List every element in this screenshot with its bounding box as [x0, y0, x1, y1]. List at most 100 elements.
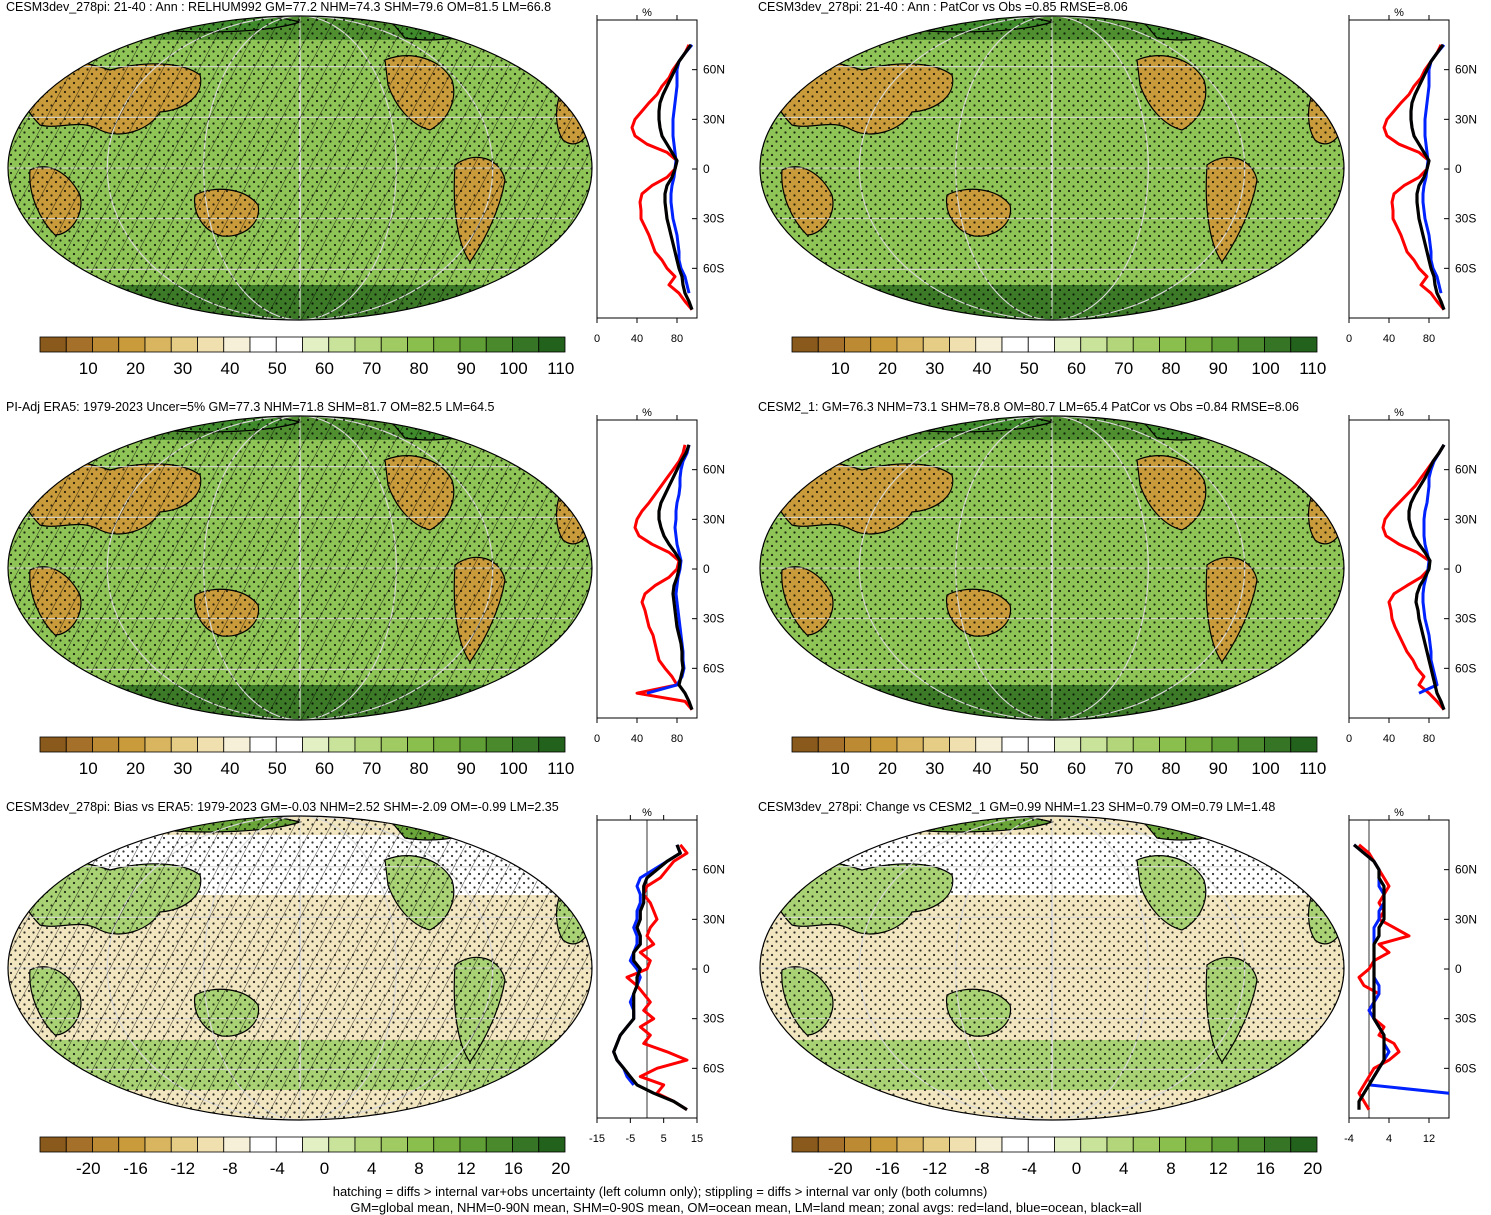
panel-5: CESM3dev_278pi: Bias vs ERA5: 1979-2023 …: [6, 800, 725, 1178]
colorbar-label: 4: [1119, 1159, 1128, 1178]
zonal-xtick-label: 80: [671, 733, 683, 745]
colorbar-label: -12: [170, 1159, 195, 1178]
colorbar-box: [1264, 1136, 1292, 1153]
colorbar-box: [407, 336, 435, 353]
colorbar-box: [223, 336, 251, 353]
colorbar-box: [65, 336, 93, 353]
colorbar-label: 80: [1162, 759, 1181, 778]
colorbar-label: 90: [457, 359, 476, 378]
zonal-ytick-label: 60S: [1455, 261, 1476, 275]
zonal-frame: [1348, 819, 1450, 1119]
colorbar-box: [197, 1136, 225, 1153]
colorbar-box: [1290, 1136, 1318, 1153]
zonal-series-all: [612, 844, 688, 1112]
colorbar-label: -20: [828, 1159, 853, 1178]
colorbar-box: [791, 336, 819, 353]
colorbar-box: [975, 1136, 1003, 1153]
colorbar-box: [118, 1136, 146, 1153]
zonal-ytick-label: 0: [703, 962, 710, 976]
colorbar-label: -4: [1022, 1159, 1037, 1178]
colorbar-box: [1106, 336, 1134, 353]
zonal-xtick-label: 15: [691, 1133, 703, 1145]
zonal-ytick-label: 30N: [1455, 112, 1477, 126]
map-stippling: [760, 416, 1344, 720]
zonal-ytick-label: 30S: [1455, 212, 1476, 226]
zonal-xlabel: %: [1394, 407, 1404, 419]
colorbar-box: [817, 736, 845, 753]
colorbar: 10 20 30 40 50 60 70 80 90 100 110: [39, 336, 574, 378]
map-field: [8, 16, 592, 320]
colorbar-label: 70: [362, 759, 381, 778]
colorbar-box: [433, 336, 461, 353]
colorbar-label: 110: [547, 759, 574, 778]
zonal-xtick-label: 0: [594, 733, 600, 745]
colorbar-label: 60: [315, 759, 334, 778]
colorbar-label: 110: [1299, 359, 1326, 378]
zonal-plot: % -15 -5 5 15 60N 30N 0 30S 60S: [589, 807, 725, 1145]
colorbar-box: [65, 736, 93, 753]
zonal-ytick-label: 30S: [703, 1012, 724, 1026]
zonal-xtick-label: 4: [1386, 1133, 1392, 1145]
colorbar-box: [896, 336, 924, 353]
colorbar-box: [1290, 736, 1318, 753]
colorbar-label: 90: [457, 759, 476, 778]
zonal-xlabel: %: [642, 7, 652, 19]
zonal-xtick-label: -15: [589, 1133, 605, 1145]
colorbar-box: [1027, 336, 1055, 353]
colorbar-box: [407, 736, 435, 753]
colorbar-box: [223, 1136, 251, 1153]
colorbar-label: 80: [1162, 359, 1181, 378]
colorbar-label: 90: [1209, 359, 1228, 378]
colorbar-box: [170, 1136, 198, 1153]
zonal-ytick-label: 0: [1455, 962, 1462, 976]
panel-title: PI-Adj ERA5: 1979-2023 Uncer=5% GM=77.3 …: [6, 400, 495, 414]
colorbar-box: [1159, 1136, 1187, 1153]
colorbar-box: [538, 336, 566, 353]
colorbar-label: -20: [76, 1159, 101, 1178]
colorbar-label: 16: [1256, 1159, 1275, 1178]
zonal-ytick-label: 60N: [703, 463, 725, 477]
map-stippling: [760, 16, 1344, 320]
colorbar-label: 90: [1209, 759, 1228, 778]
colorbar-box: [170, 736, 198, 753]
colorbar-label: 20: [551, 1159, 570, 1178]
colorbar-box: [1159, 336, 1187, 353]
colorbar-box: [433, 1136, 461, 1153]
colorbar-label: 40: [221, 359, 240, 378]
colorbar-box: [144, 1136, 172, 1153]
zonal-xlabel: %: [642, 807, 652, 819]
colorbar-box: [1264, 336, 1292, 353]
zonal-series-land: [625, 843, 689, 1111]
colorbar-box: [1080, 336, 1108, 353]
colorbar-label: 100: [499, 759, 527, 778]
colorbar-label: 40: [221, 759, 240, 778]
map-outline: [7, 415, 593, 721]
colorbar-box: [92, 736, 120, 753]
colorbar-box: [922, 336, 950, 353]
colorbar-label: 30: [925, 759, 944, 778]
colorbar-label: 110: [1299, 759, 1326, 778]
colorbar-box: [1054, 736, 1082, 753]
colorbar: -20 -16 -12 -8 -4 0 4 8 12 16 20: [791, 1136, 1322, 1178]
colorbar-box: [65, 1136, 93, 1153]
colorbar-label: 40: [973, 359, 992, 378]
map-hatching: [8, 416, 592, 720]
colorbar: 10 20 30 40 50 60 70 80 90 100 110: [39, 736, 574, 778]
zonal-plot: % 0 40 80 60N 30N 0 30S 60S: [594, 407, 725, 745]
zonal-series-land: [1382, 44, 1446, 311]
colorbar-label: 50: [268, 759, 287, 778]
colorbar-box: [1001, 1136, 1029, 1153]
colorbar-label: 30: [173, 759, 192, 778]
map-stippling: [760, 816, 1344, 1120]
colorbar-box: [512, 1136, 540, 1153]
colorbar-box: [354, 336, 382, 353]
colorbar-box: [39, 1136, 67, 1153]
colorbar-box: [1106, 1136, 1134, 1153]
panel-title: CESM3dev_278pi: Change vs CESM2_1 GM=0.9…: [758, 800, 1275, 814]
colorbar-box: [1027, 736, 1055, 753]
colorbar-box: [485, 336, 513, 353]
colorbar-box: [844, 336, 872, 353]
colorbar-box: [512, 336, 540, 353]
colorbar-box: [1132, 336, 1160, 353]
colorbar-label: 10: [79, 759, 98, 778]
